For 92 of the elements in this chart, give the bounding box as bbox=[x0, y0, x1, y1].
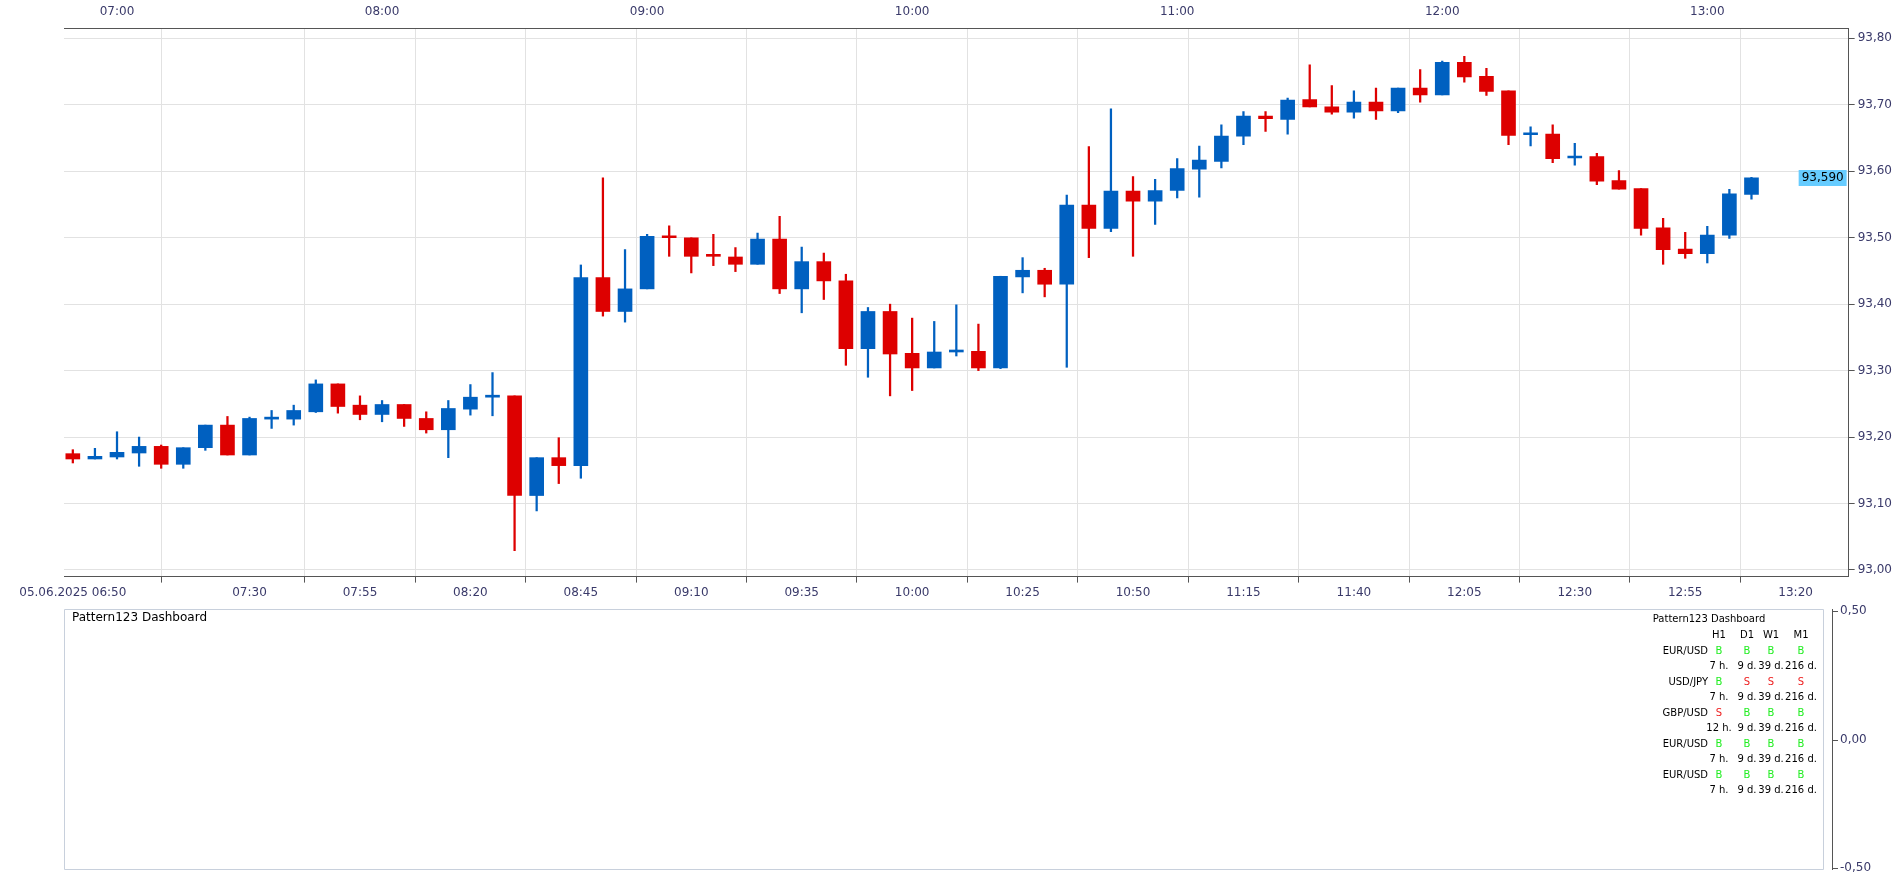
y-tick-label: 93,70 bbox=[1857, 96, 1893, 111]
x-tick-label: 10:00 bbox=[894, 584, 930, 599]
text: B bbox=[1743, 644, 1751, 656]
text: B bbox=[1767, 737, 1775, 749]
x-tick-label: 12:05 bbox=[1447, 584, 1482, 599]
y-tick-label: 93,10 bbox=[1857, 495, 1893, 510]
y-tick-label: 93,00 bbox=[1857, 562, 1893, 577]
text: S bbox=[1715, 706, 1723, 718]
x2-tick-label: 07:00 bbox=[99, 4, 135, 19]
x-tick-label: 11:40 bbox=[1336, 584, 1372, 599]
text: 7 h. bbox=[1709, 691, 1729, 703]
x-tick-label: 12:30 bbox=[1557, 584, 1593, 599]
category-label: EUR/USD bbox=[1662, 768, 1708, 780]
text: 39 d. bbox=[1758, 753, 1784, 765]
text: -0,50 bbox=[1840, 860, 1872, 875]
text: B bbox=[1797, 706, 1805, 718]
x-tick-label: 10:25 bbox=[1005, 584, 1040, 599]
category-label: H1 bbox=[1712, 628, 1726, 640]
x-tick-label: 11:15 bbox=[1226, 584, 1261, 599]
text: B bbox=[1767, 644, 1775, 656]
x-tick-label: 13:20 bbox=[1778, 584, 1813, 599]
text: B bbox=[1715, 644, 1723, 656]
text: B bbox=[1797, 768, 1805, 780]
text: 39 d. bbox=[1758, 691, 1784, 703]
text: 216 d. bbox=[1785, 660, 1817, 672]
text: 216 d. bbox=[1785, 784, 1817, 796]
text: B bbox=[1743, 737, 1751, 749]
text: S bbox=[1743, 675, 1751, 687]
y-tick-label: 93,20 bbox=[1857, 429, 1893, 444]
text: 9 d. bbox=[1737, 784, 1757, 796]
candlestick bbox=[728, 247, 743, 272]
text: B bbox=[1797, 737, 1805, 749]
x-tick-label: 07:30 bbox=[232, 584, 267, 599]
x2-tick-label: 11:00 bbox=[1159, 4, 1195, 19]
candlestick bbox=[1523, 126, 1538, 147]
candlestick bbox=[1258, 111, 1273, 132]
text: B bbox=[1715, 675, 1723, 687]
candlestick bbox=[1015, 257, 1030, 294]
x2-tick-label: 12:00 bbox=[1424, 4, 1460, 19]
text: 9 d. bbox=[1737, 691, 1757, 703]
text: 9 d. bbox=[1737, 660, 1757, 672]
text: 0,50 bbox=[1840, 603, 1867, 618]
text: B bbox=[1797, 644, 1805, 656]
annotation: 93,590 bbox=[1801, 170, 1844, 185]
category-label: EUR/USD bbox=[1662, 644, 1708, 656]
category-label: M1 bbox=[1793, 628, 1809, 640]
text: S bbox=[1797, 675, 1805, 687]
x-tick-label: 12:55 bbox=[1667, 584, 1703, 599]
y-tick-label: 93,30 bbox=[1857, 362, 1893, 377]
text: B bbox=[1715, 737, 1723, 749]
category-label: EUR/USD bbox=[1662, 737, 1708, 749]
x2-tick-label: 08:00 bbox=[364, 4, 400, 19]
text: 216 d. bbox=[1785, 691, 1817, 703]
text: S bbox=[1767, 675, 1775, 687]
text: B bbox=[1715, 768, 1723, 780]
text: 9 d. bbox=[1737, 753, 1757, 765]
x-tick-label: 08:45 bbox=[563, 584, 599, 599]
text: B bbox=[1767, 706, 1775, 718]
category-label: GBP/USD bbox=[1662, 706, 1708, 718]
text: 12 h. bbox=[1706, 722, 1732, 734]
text: 216 d. bbox=[1785, 722, 1817, 734]
text: Pattern123 Dashboard bbox=[72, 610, 207, 625]
text: 9 d. bbox=[1737, 722, 1757, 734]
x-tick-label: 09:35 bbox=[784, 584, 819, 599]
y-tick-label: 93,40 bbox=[1857, 296, 1893, 311]
x-tick-label: 05.06.2025 06:50 bbox=[19, 584, 127, 599]
text: 39 d. bbox=[1758, 660, 1784, 672]
x2-tick-label: 09:00 bbox=[629, 4, 665, 19]
text: B bbox=[1767, 768, 1775, 780]
x-tick-label: 09:10 bbox=[673, 584, 709, 599]
text: B bbox=[1743, 706, 1751, 718]
text: 7 h. bbox=[1709, 660, 1729, 672]
text: B bbox=[1743, 768, 1751, 780]
candlestick bbox=[485, 372, 500, 417]
text: 39 d. bbox=[1758, 722, 1784, 734]
y-tick-label: 93,80 bbox=[1857, 30, 1893, 45]
text: 216 d. bbox=[1785, 753, 1817, 765]
text: 7 h. bbox=[1709, 784, 1729, 796]
x2-tick-label: 13:00 bbox=[1690, 4, 1725, 19]
x-tick-label: 07:55 bbox=[342, 584, 378, 599]
text: 7 h. bbox=[1709, 753, 1729, 765]
text: 39 d. bbox=[1758, 784, 1784, 796]
x-tick-label: 10:50 bbox=[1115, 584, 1151, 599]
x-tick-label: 08:20 bbox=[453, 584, 488, 599]
text: 0,00 bbox=[1840, 731, 1867, 746]
x2-tick-label: 10:00 bbox=[894, 4, 930, 19]
category-label: USD/JPY bbox=[1668, 675, 1708, 687]
y-tick-label: 93,50 bbox=[1857, 229, 1893, 244]
text: Pattern123 Dashboard bbox=[1652, 612, 1766, 624]
category-label: D1 bbox=[1739, 628, 1755, 640]
category-label: W1 bbox=[1762, 628, 1780, 640]
y-tick-label: 93,60 bbox=[1857, 163, 1893, 178]
